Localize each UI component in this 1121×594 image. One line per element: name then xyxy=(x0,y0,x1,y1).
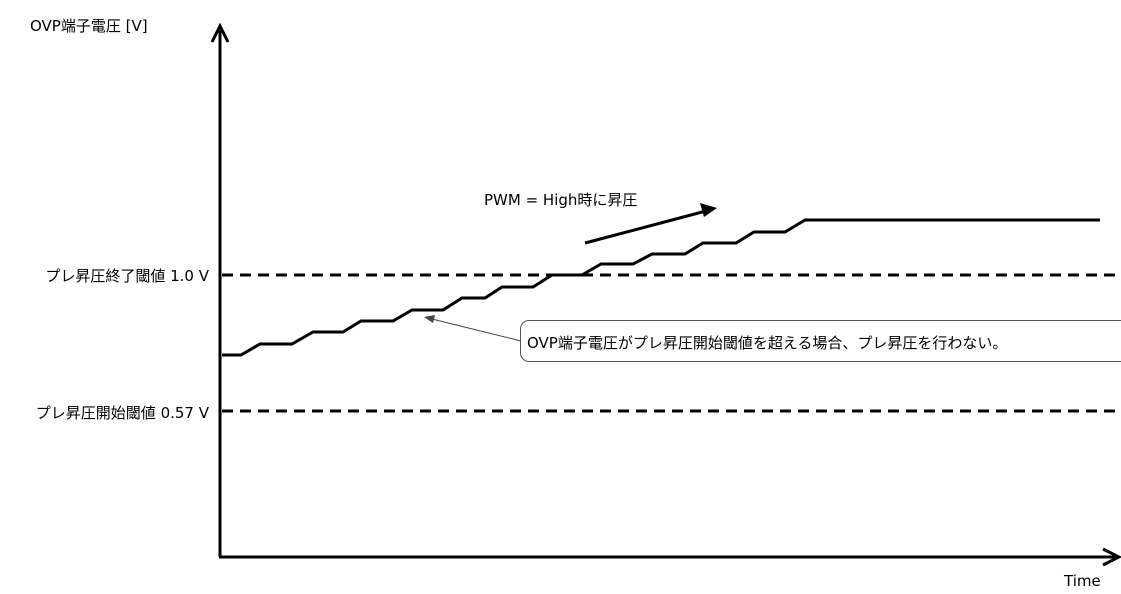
pwm-trend-arrowhead xyxy=(700,203,717,217)
callout-text: OVP端子電圧がプレ昇圧開始閾値を超える場合、プレ昇圧を行わない。 xyxy=(527,334,1008,352)
x-axis-label: Time xyxy=(1064,572,1101,590)
threshold-label-end: プレ昇圧終了閾値 1.0 V xyxy=(45,267,209,285)
voltage-waveform xyxy=(222,218,1100,357)
y-axis-label: OVP端子電圧 [V] xyxy=(30,17,148,35)
callout-box: OVP端子電圧がプレ昇圧開始閾値を超える場合、プレ昇圧を行わない。 xyxy=(520,320,1121,362)
callout-pointer xyxy=(431,318,522,342)
threshold-label-start: プレ昇圧開始閾値 0.57 V xyxy=(35,404,209,422)
pwm-trend-arrow xyxy=(584,209,707,245)
y-axis-arrowhead xyxy=(210,22,230,43)
x-axis-arrowhead xyxy=(1102,547,1121,567)
callout-pointer-head xyxy=(424,315,435,323)
pwm-note: PWM = High時に昇圧 xyxy=(484,191,638,209)
